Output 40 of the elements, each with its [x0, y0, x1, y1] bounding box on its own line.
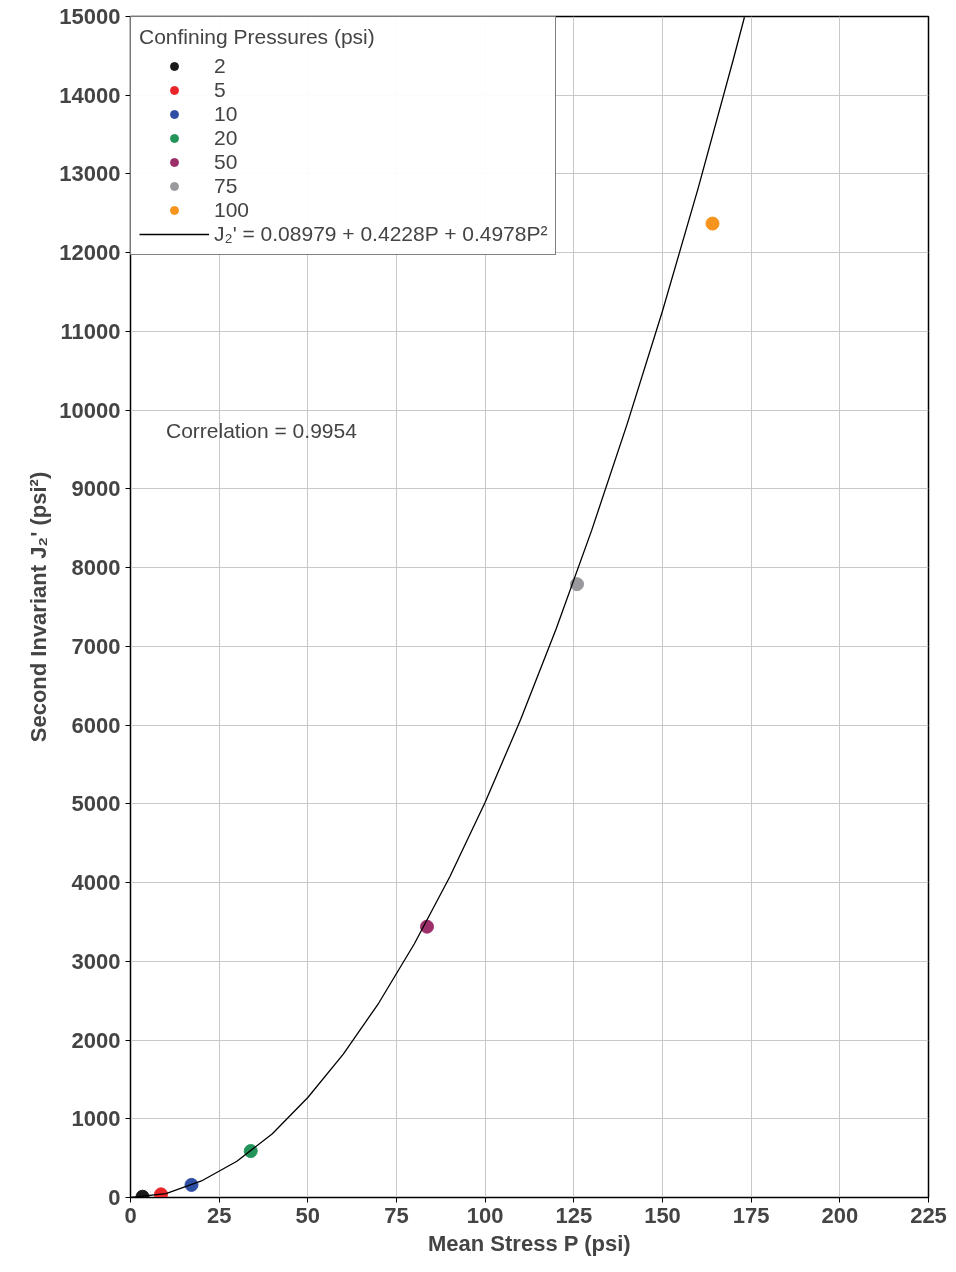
annotation: Correlation = 0.9954 — [165, 418, 358, 442]
x-tick-label: 200 — [821, 1202, 859, 1228]
legend-label: 20 — [214, 126, 238, 150]
y-tick-label: 8000 — [71, 555, 121, 581]
y-tick-label: 3000 — [71, 948, 121, 974]
y-tick-label: 6000 — [71, 712, 121, 738]
y-tick-label: 0 — [108, 1185, 121, 1210]
y-tick-label: 7000 — [71, 633, 121, 659]
x-tick-label: 25 — [206, 1202, 232, 1228]
y-tick-label: 9000 — [71, 476, 121, 502]
point — [570, 577, 585, 592]
x-tick-label: 75 — [384, 1202, 409, 1228]
legend-label: 10 — [214, 102, 238, 126]
x-tick-label: 100 — [466, 1202, 504, 1228]
y-tick-label: 10000 — [59, 397, 121, 423]
x-tick-label: 125 — [555, 1202, 593, 1228]
legend-label: 2 — [214, 54, 227, 78]
x-tick-label: 0 — [124, 1202, 137, 1228]
y-tick-label: 13000 — [59, 161, 121, 187]
y-tick-label: 1000 — [71, 1106, 121, 1132]
x-tick-label: 175 — [732, 1202, 770, 1228]
legend-title: Confining Pressures (psi) — [139, 25, 376, 49]
y-tick-label: 5000 — [71, 791, 121, 817]
legend-label: 75 — [214, 174, 238, 198]
point — [705, 216, 720, 231]
legend-label: 5 — [214, 78, 227, 102]
y-tick-label: 14000 — [59, 82, 121, 108]
y-tick-label: 2000 — [71, 1027, 121, 1053]
x-tick-label: 225 — [910, 1202, 947, 1228]
x-axis-title: Mean Stress P (psi) — [428, 1230, 631, 1256]
legend-label: 50 — [214, 150, 238, 174]
x-tick-label: 50 — [295, 1202, 321, 1228]
y-tick-label: 11000 — [60, 318, 121, 344]
y-tick-label: 12000 — [59, 240, 121, 266]
legend-label: J₂' = 0.08979 + 0.4228P + 0.4978P² — [214, 222, 548, 246]
y-tick-label: 4000 — [71, 870, 121, 896]
y-axis-title: Second Invariant J₂' (psi²) — [26, 471, 52, 743]
x-tick-label: 150 — [644, 1202, 681, 1228]
y-tick-label: 15000 — [59, 4, 121, 29]
legend-label: 100 — [214, 198, 250, 222]
